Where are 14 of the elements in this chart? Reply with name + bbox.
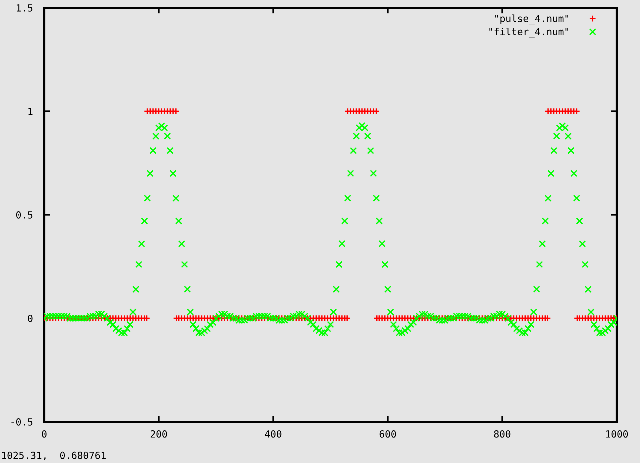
x-tick-label: 600 (380, 430, 396, 438)
text: 1025.31, 0.680761 (2, 452, 106, 460)
x-tick-label: 400 (265, 430, 282, 438)
y-tick-label: 0 (28, 315, 33, 322)
y-tick-label: 1.5 (17, 4, 33, 12)
legend-label: "pulse_4.num" (496, 14, 568, 25)
y-tick-label: 0.5 (16, 212, 33, 219)
x-tick-label: 1000 (606, 430, 628, 438)
x-tick-label: 200 (150, 430, 168, 438)
x-tick-label: 800 (494, 430, 511, 438)
y-tick-label: -0.5 (12, 418, 33, 426)
x-tick-label: 0 (42, 430, 47, 438)
legend-label: "filter_4.num" (490, 28, 568, 38)
y-tick-label: 1 (28, 108, 33, 116)
